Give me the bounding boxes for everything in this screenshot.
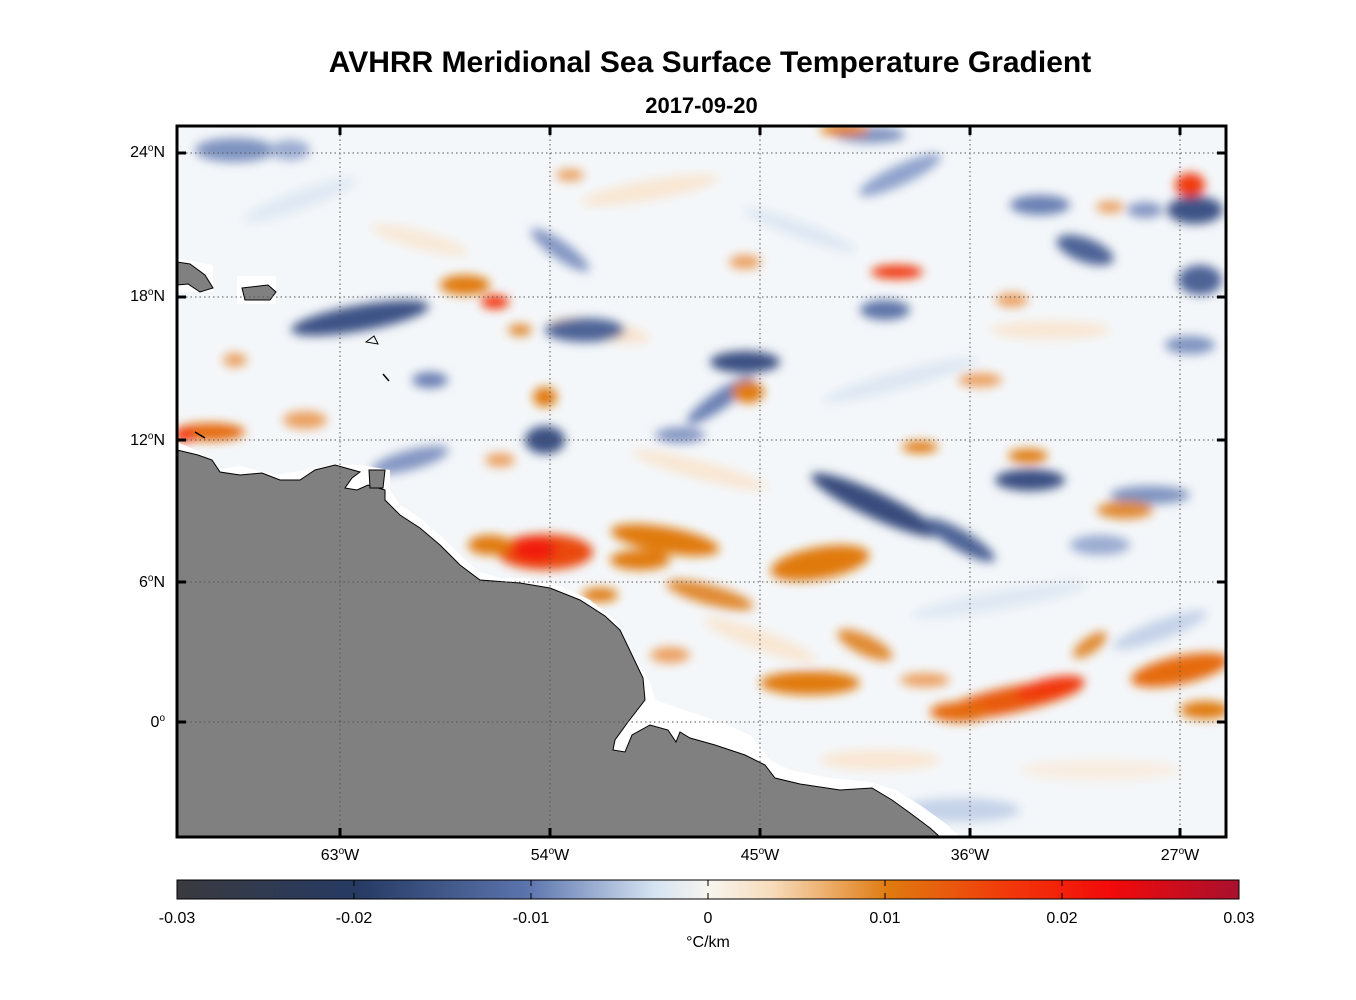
lat-label-0: 0o	[150, 713, 165, 731]
lat-label-18n: 18oN	[130, 287, 165, 305]
colorbar-tick-label: -0.02	[335, 910, 373, 927]
map-frame	[175, 124, 1228, 839]
sst-gradient-field	[177, 126, 1226, 837]
colorbar-tick-label: -0.03	[158, 910, 196, 927]
colorbar-tick-label: 0.02	[1046, 910, 1078, 927]
colorbar-units: °C/km	[686, 934, 730, 951]
land-mass	[177, 261, 941, 837]
map-subtitle: 2017-09-20	[645, 93, 758, 118]
map-ticks	[177, 126, 1226, 837]
colorbar-ticks	[353, 880, 1063, 899]
colorbar-tick-label: 0.03	[1223, 910, 1255, 927]
map-title: AVHRR Meridional Sea Surface Temperature…	[328, 46, 1092, 79]
lon-label-63w: 63oW	[320, 846, 360, 864]
lon-label-36w: 36oW	[950, 846, 990, 864]
lon-label-45w: 45oW	[740, 846, 780, 864]
lat-label-24n: 24oN	[130, 143, 165, 161]
lat-label-6n: 6oN	[138, 573, 165, 591]
colorbar-tick-label: 0.01	[869, 910, 901, 927]
colorbar-tick-label: 0	[703, 910, 713, 927]
graticule	[177, 126, 1226, 837]
colorbar-tick-label: -0.01	[512, 910, 550, 927]
lon-label-54w: 54oW	[530, 846, 570, 864]
lon-label-27w: 27oW	[1160, 846, 1200, 864]
lat-label-12n: 12oN	[130, 431, 165, 449]
